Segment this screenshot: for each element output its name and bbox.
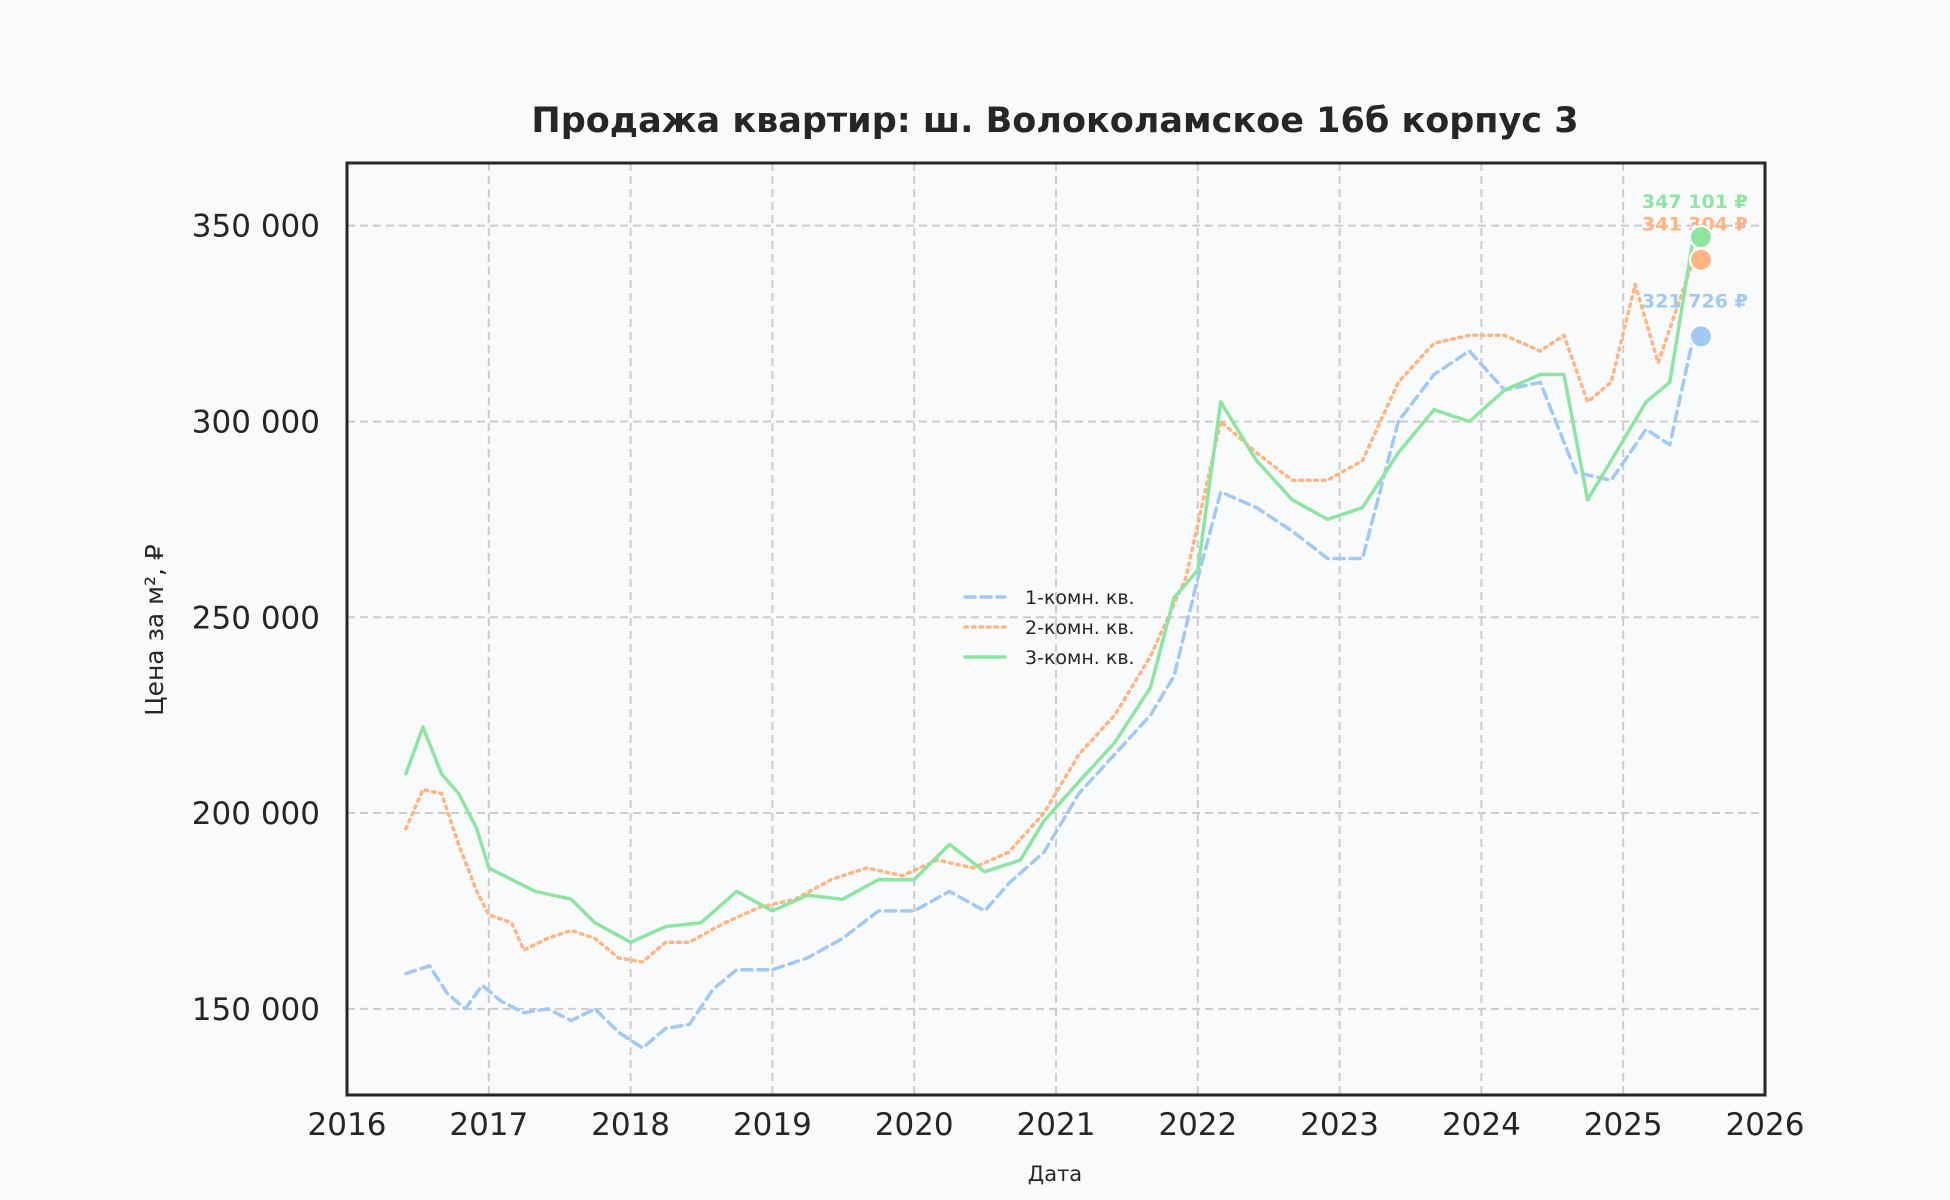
x-tick-label: 2017	[449, 1107, 528, 1143]
end-label-2: 341 304 ₽	[1642, 214, 1748, 236]
end-marker-1	[1689, 324, 1713, 349]
x-tick-label: 2026	[1726, 1107, 1805, 1143]
end-label-3: 347 101 ₽	[1642, 191, 1748, 213]
y-tick-label: 200 000	[192, 796, 320, 832]
y-tick-label: 150 000	[192, 992, 320, 1028]
end-marker-3	[1689, 225, 1713, 250]
legend-label-2: 2-комн. кв.	[1025, 617, 1135, 639]
legend-label-1: 1-комн. кв.	[1025, 587, 1135, 609]
series-line-3	[404, 235, 1696, 945]
legend: 1-комн. кв. 2-комн. кв. 3-комн. кв.	[963, 587, 1135, 669]
x-tick-label: 2019	[733, 1107, 812, 1143]
axes-frame	[345, 161, 1767, 1097]
y-axis-label: Цена за м², ₽	[140, 544, 169, 716]
x-tick-label: 2024	[1442, 1107, 1521, 1143]
x-tick-label: 2020	[875, 1107, 954, 1143]
plot-area: 2016 2017 2018 2019 2020 2021 2022 2023 2024 2025…	[192, 161, 1805, 1143]
x-tick-label: 2022	[1158, 1107, 1237, 1143]
y-tick-label: 300 000	[192, 404, 320, 440]
legend-label-3: 3-комн. кв.	[1025, 647, 1135, 669]
end-marker-2	[1689, 247, 1713, 272]
y-tick-label: 250 000	[192, 600, 320, 636]
x-axis-label: Дата	[1028, 1162, 1082, 1186]
x-tick-label: 2025	[1584, 1107, 1663, 1143]
end-label-1: 321 726 ₽	[1642, 290, 1748, 312]
series-line-1	[404, 334, 1696, 1050]
y-tick-label: 350 000	[192, 209, 320, 245]
x-tick-label: 2021	[1017, 1107, 1096, 1143]
x-tick-label: 2018	[591, 1107, 670, 1143]
x-tick-label: 2023	[1300, 1107, 1379, 1143]
chart-title: Продажа квартир: ш. Волоколамское 16б ко…	[531, 101, 1578, 141]
x-tick-label: 2016	[308, 1107, 387, 1143]
series-line-2	[404, 257, 1696, 964]
